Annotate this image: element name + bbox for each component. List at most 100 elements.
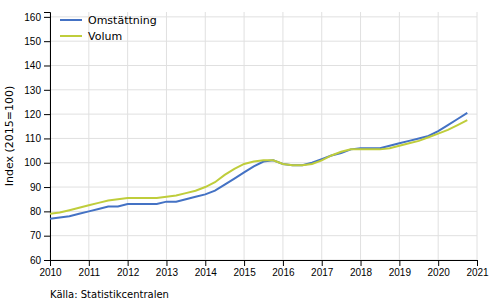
legend-swatch: [60, 35, 82, 37]
grid-line: [360, 12, 361, 260]
tick-label: 2010: [39, 267, 62, 278]
grid-line: [50, 114, 477, 115]
legend-label: Volum: [88, 30, 122, 43]
tick-mark: [44, 260, 50, 261]
grid-line: [50, 235, 477, 236]
grid-line: [127, 12, 128, 260]
y-axis-label: Index (2015=100): [3, 86, 16, 187]
y-tick: 160: [24, 12, 50, 23]
tick-mark: [44, 17, 50, 18]
tick-mark: [399, 260, 400, 266]
axis-line: [51, 261, 478, 267]
x-tick: 2019: [389, 260, 412, 278]
x-tick: 2011: [79, 260, 101, 278]
x-tick: 2013: [156, 260, 179, 278]
tick-mark: [44, 90, 50, 91]
y-tick: 120: [24, 109, 50, 120]
tick-mark: [244, 260, 245, 266]
tick-mark: [44, 236, 50, 237]
tick-mark: [205, 260, 206, 266]
tick-label: 2011: [79, 267, 101, 278]
grid-line: [50, 187, 477, 188]
x-tick: 2020: [428, 260, 451, 278]
tick-mark: [44, 211, 50, 212]
grid-line: [50, 211, 477, 212]
tick-label: 60: [30, 255, 42, 266]
series-line: [50, 120, 467, 214]
grid-line: [321, 12, 322, 260]
tick-label: 160: [24, 12, 41, 23]
tick-label: 130: [24, 85, 41, 96]
grid-line: [244, 12, 245, 260]
tick-label: 140: [24, 60, 41, 71]
y-tick: 70: [30, 230, 50, 241]
legend: Omstättning Volum: [60, 14, 157, 43]
tick-label: 2013: [156, 267, 179, 278]
tick-mark: [44, 138, 50, 139]
tick-mark: [438, 260, 439, 266]
tick-label: 110: [25, 133, 41, 144]
tick-mark: [44, 41, 50, 42]
tick-mark: [128, 260, 129, 266]
grid: [50, 12, 477, 260]
tick-mark: [44, 163, 50, 164]
grid-line: [88, 12, 89, 260]
tick-label: 90: [30, 182, 42, 193]
tick-label: 150: [24, 36, 41, 47]
tick-label: 2012: [117, 267, 140, 278]
tick-label: 2014: [195, 267, 218, 278]
tick-mark: [322, 260, 323, 266]
x-tick: 2021: [466, 260, 489, 278]
legend-label: Omstättning: [88, 14, 157, 27]
tick-label: 120: [24, 109, 41, 120]
x-tick: 2012: [117, 260, 140, 278]
grid-line: [438, 12, 439, 260]
grid-line: [477, 12, 478, 260]
legend-swatch: [60, 19, 82, 21]
tick-mark: [166, 260, 167, 266]
tick-label: 2021: [466, 267, 489, 278]
tick-mark: [477, 260, 478, 266]
y-tick: 60: [30, 255, 50, 266]
grid-line: [399, 12, 400, 260]
x-tick: 2015: [233, 260, 256, 278]
tick-mark: [283, 260, 284, 266]
y-tick: 80: [30, 206, 50, 217]
y-axis: 60 70 80 90 100 110 120 130 140 150 160: [24, 12, 50, 266]
x-axis: 2010 2011 2012 2013 2014 2015 2016 2017 2018 2019…: [39, 260, 489, 278]
tick-label: 2018: [350, 267, 373, 278]
y-tick: 100: [24, 157, 50, 168]
grid-line: [50, 65, 477, 66]
tick-label: 2015: [233, 267, 256, 278]
axis-line: [44, 13, 51, 261]
plot-area: 2010 2011 2012 2013 2014 2015 2016 2017 2018 2019…: [24, 12, 489, 279]
tick-label: 80: [30, 206, 42, 217]
y-tick: 150: [24, 36, 50, 47]
x-tick: 2014: [195, 260, 218, 278]
grid-line: [50, 89, 477, 90]
tick-label: 100: [24, 157, 41, 168]
grid-line: [205, 12, 206, 260]
legend-item: Volum: [60, 30, 122, 43]
tick-mark: [44, 187, 50, 188]
legend-item: Omstättning: [60, 14, 157, 27]
source-note: Källa: Statistikcentralen: [50, 289, 169, 300]
y-tick: 140: [24, 60, 50, 71]
grid-line: [166, 12, 167, 260]
chart: 2010 2011 2012 2013 2014 2015 2016 2017 2018 2019…: [0, 0, 493, 304]
y-tick: 90: [30, 182, 50, 193]
tick-mark: [89, 260, 90, 266]
tick-label: 2016: [272, 267, 295, 278]
series-line: [50, 113, 467, 219]
grid-line: [50, 138, 477, 139]
tick-label: 2020: [428, 267, 451, 278]
tick-mark: [44, 114, 50, 115]
tick-label: 2017: [311, 267, 334, 278]
x-tick: 2018: [350, 260, 373, 278]
tick-mark: [361, 260, 362, 266]
y-tick: 130: [24, 85, 50, 96]
tick-label: 70: [30, 230, 42, 241]
y-tick: 110: [25, 133, 50, 144]
x-tick: 2010: [39, 260, 62, 278]
tick-mark: [44, 65, 50, 66]
